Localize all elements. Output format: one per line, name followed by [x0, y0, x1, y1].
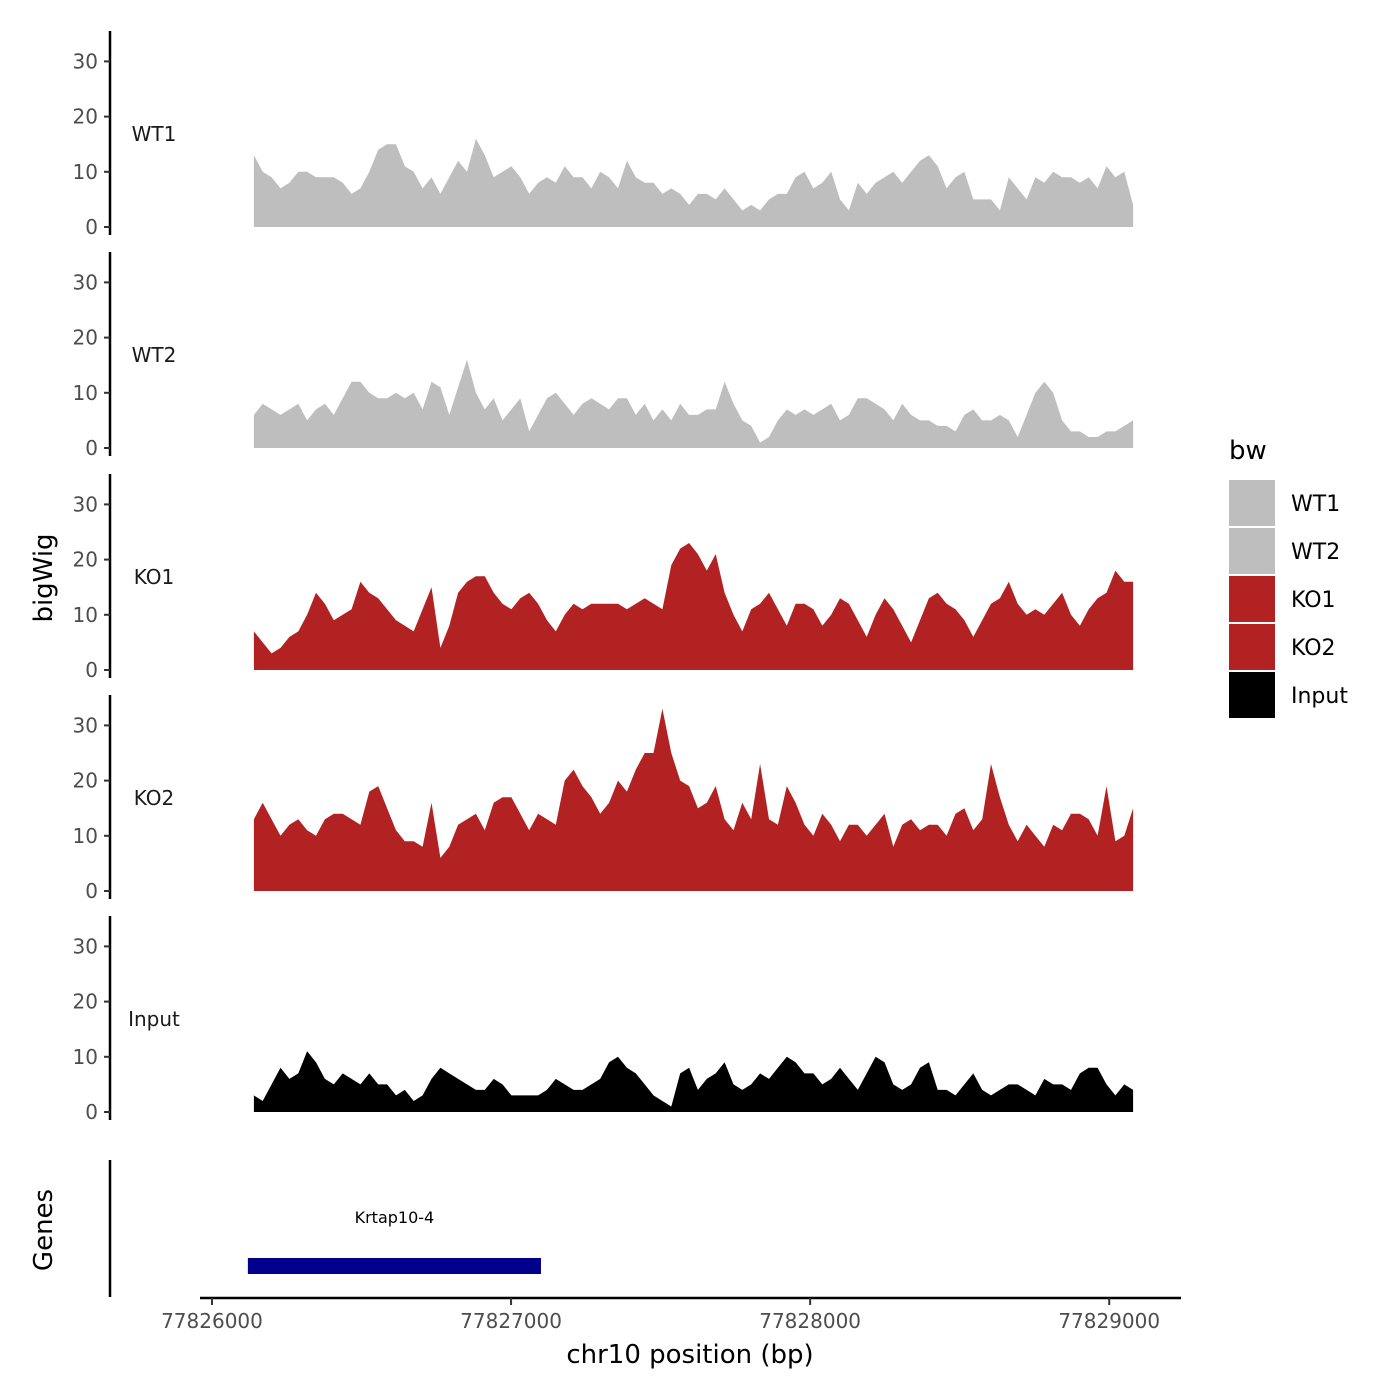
y-tick-label: 20 [73, 769, 98, 793]
y-tick-label: 0 [85, 658, 98, 682]
track-label-ko2: KO2 [134, 786, 175, 810]
coverage-area-input [253, 1051, 1134, 1112]
y-tick-label: 30 [73, 492, 98, 516]
x-axis: 77826000 77827000 77828000 77829000 [161, 1296, 1181, 1333]
legend-entry-ko2: KO2 [1229, 624, 1336, 670]
y-tick-label: 20 [73, 326, 98, 350]
y-tick-label: 30 [73, 934, 98, 958]
y-tick-label: 20 [73, 548, 98, 572]
gene-bar [247, 1258, 541, 1274]
legend-entries: WT1 WT2 KO1 KO2 Input [1229, 480, 1348, 718]
y-tick-label: 10 [73, 824, 98, 848]
track-label-ko1: KO1 [134, 565, 175, 589]
coverage-area-wt2 [253, 359, 1134, 448]
track-panels: 0 10 20 30 WT1 0 10 20 30 WT2 0 10 20 30 KO1 0 10 20 30 KO2… [73, 31, 1134, 1124]
coverage-area-ko2 [253, 708, 1134, 891]
y-tick-label: 0 [85, 1100, 98, 1124]
y-tick-label: 0 [85, 436, 98, 460]
legend-swatch [1229, 528, 1275, 574]
y-tick-label: 30 [73, 270, 98, 294]
track-panel-wt1: 0 10 20 30 WT1 [73, 31, 1134, 239]
legend: bw WT1 WT2 KO1 KO2 Input [1229, 436, 1348, 718]
x-tick-label: 77826000 [161, 1309, 263, 1333]
x-axis-title: chr10 position (bp) [566, 1340, 813, 1370]
legend-entry-input: Input [1229, 672, 1348, 718]
coverage-area-ko1 [253, 543, 1134, 670]
x-tick-label: 77827000 [460, 1309, 562, 1333]
legend-swatch [1229, 576, 1275, 622]
y-tick-label: 30 [73, 49, 98, 73]
legend-title: bw [1229, 436, 1267, 466]
y-tick-label: 10 [73, 1045, 98, 1069]
gene-label: Krtap10-4 [355, 1208, 435, 1227]
genes-panel: Krtap10-4 [108, 1160, 541, 1297]
track-label-wt2: WT2 [132, 343, 177, 367]
genes-axis-title: Genes [29, 1189, 59, 1271]
legend-entry-wt1: WT1 [1229, 480, 1340, 526]
y-tick-label: 10 [73, 603, 98, 627]
y-tick-label: 20 [73, 105, 98, 129]
coverage-area-wt1 [253, 138, 1134, 227]
legend-label: WT2 [1291, 540, 1340, 565]
track-panel-input: 0 10 20 30 Input [73, 916, 1134, 1124]
track-label-wt1: WT1 [132, 122, 177, 146]
legend-label: Input [1291, 684, 1348, 709]
legend-swatch [1229, 672, 1275, 718]
legend-label: WT1 [1291, 492, 1340, 517]
y-tick-label: 0 [85, 215, 98, 239]
legend-entry-wt2: WT2 [1229, 528, 1340, 574]
x-tick-label: 77829000 [1058, 1309, 1160, 1333]
legend-entry-ko1: KO1 [1229, 576, 1336, 622]
y-tick-label: 10 [73, 381, 98, 405]
x-tick-label: 77828000 [759, 1309, 861, 1333]
legend-label: KO1 [1291, 588, 1336, 613]
track-panel-ko2: 0 10 20 30 KO2 [73, 695, 1134, 903]
legend-label: KO2 [1291, 636, 1336, 661]
track-panel-wt2: 0 10 20 30 WT2 [73, 252, 1134, 460]
legend-swatch [1229, 624, 1275, 670]
track-label-input: Input [128, 1007, 180, 1031]
y-tick-label: 0 [85, 879, 98, 903]
track-panel-ko1: 0 10 20 30 KO1 [73, 474, 1134, 682]
legend-swatch [1229, 480, 1275, 526]
y-axis-title: bigWig [29, 533, 59, 622]
y-tick-label: 20 [73, 990, 98, 1014]
y-tick-label: 30 [73, 713, 98, 737]
y-tick-label: 10 [73, 160, 98, 184]
